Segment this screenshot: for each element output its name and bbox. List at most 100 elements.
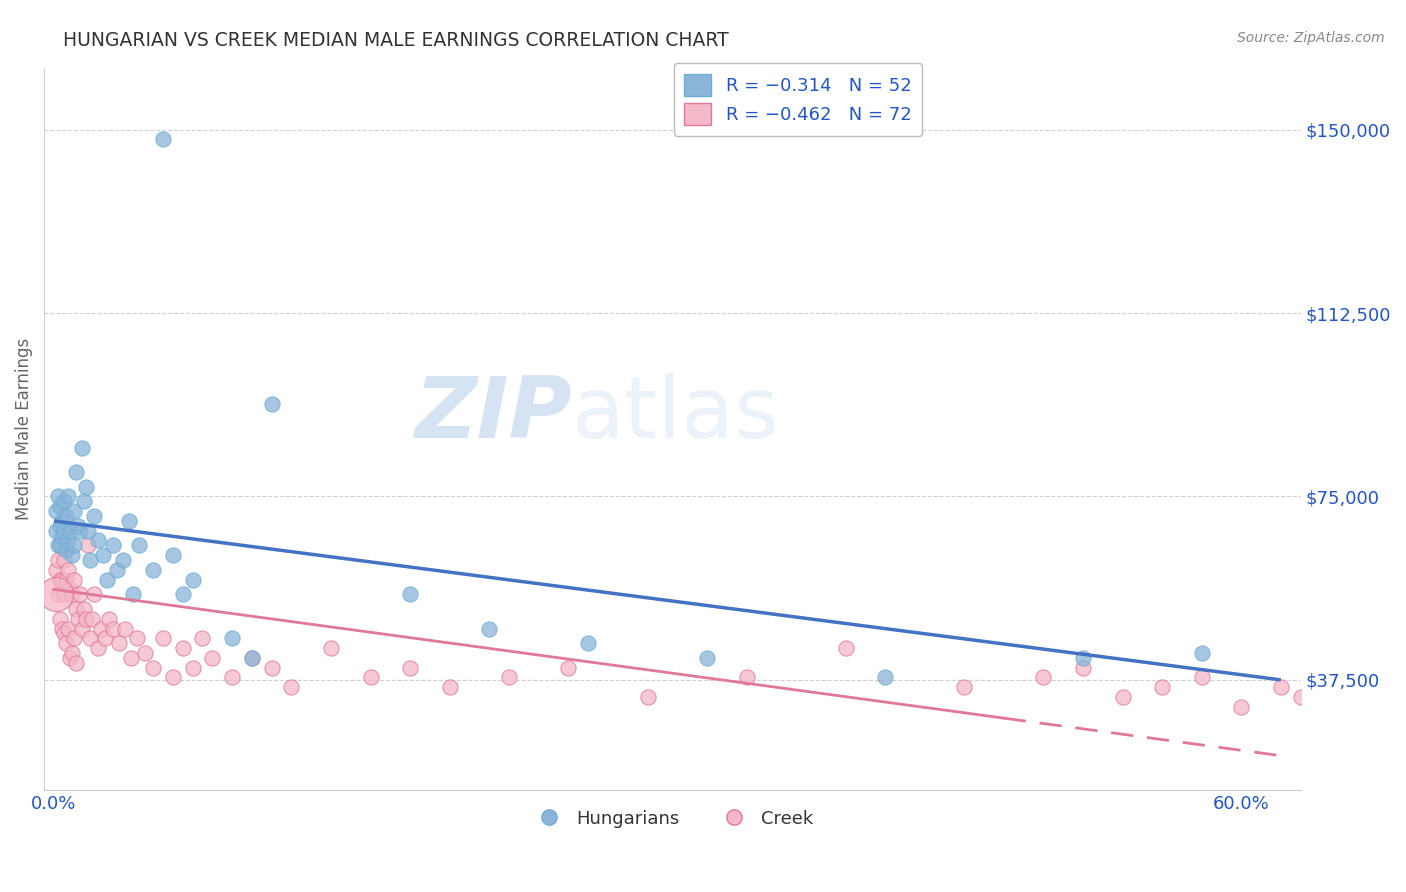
Point xyxy=(51,622,73,636)
Point xyxy=(103,622,125,636)
Point xyxy=(59,524,82,538)
Point xyxy=(46,587,69,601)
Point xyxy=(59,651,82,665)
Point xyxy=(45,524,67,538)
Point xyxy=(201,651,224,665)
Point xyxy=(59,582,82,597)
Point xyxy=(127,632,149,646)
Point xyxy=(360,670,382,684)
Point xyxy=(122,587,145,601)
Point xyxy=(834,641,856,656)
Point xyxy=(56,533,79,548)
Point xyxy=(46,553,69,567)
Point xyxy=(120,651,142,665)
Point xyxy=(51,538,73,552)
Point xyxy=(60,548,83,562)
Point xyxy=(51,528,73,542)
Point xyxy=(240,651,263,665)
Point xyxy=(52,524,75,538)
Point xyxy=(66,518,89,533)
Point xyxy=(86,533,108,548)
Point xyxy=(498,670,520,684)
Point xyxy=(181,573,204,587)
Point xyxy=(1071,651,1094,665)
Point xyxy=(49,500,72,514)
Point xyxy=(172,641,194,656)
Point xyxy=(49,518,72,533)
Point xyxy=(76,524,98,538)
Point xyxy=(73,602,96,616)
Point xyxy=(98,612,121,626)
Point xyxy=(93,548,115,562)
Point xyxy=(90,622,112,636)
Point xyxy=(240,651,263,665)
Point xyxy=(49,612,72,626)
Point xyxy=(162,548,184,562)
Point xyxy=(69,587,91,601)
Point xyxy=(45,587,67,601)
Point xyxy=(1032,670,1054,684)
Point xyxy=(52,494,75,508)
Point xyxy=(75,612,97,626)
Point xyxy=(152,632,174,646)
Point xyxy=(56,622,79,636)
Point xyxy=(56,490,79,504)
Point xyxy=(69,524,91,538)
Point xyxy=(478,622,501,636)
Point xyxy=(696,651,718,665)
Point xyxy=(1309,709,1331,723)
Point xyxy=(56,563,79,577)
Point xyxy=(66,612,89,626)
Point xyxy=(60,587,83,601)
Point xyxy=(260,660,283,674)
Point xyxy=(108,636,131,650)
Point xyxy=(94,632,117,646)
Point xyxy=(62,538,84,552)
Point xyxy=(45,563,67,577)
Point xyxy=(51,514,73,528)
Point xyxy=(55,509,77,524)
Point xyxy=(181,660,204,674)
Y-axis label: Median Male Earnings: Median Male Earnings xyxy=(15,338,32,520)
Point xyxy=(399,587,422,601)
Point xyxy=(1270,680,1292,694)
Point xyxy=(114,622,136,636)
Point xyxy=(735,670,758,684)
Point xyxy=(55,636,77,650)
Point xyxy=(1111,690,1133,704)
Point xyxy=(75,480,97,494)
Point xyxy=(70,441,93,455)
Point xyxy=(875,670,897,684)
Point xyxy=(1191,670,1213,684)
Point xyxy=(46,538,69,552)
Point xyxy=(221,632,243,646)
Legend: Hungarians, Creek: Hungarians, Creek xyxy=(524,803,821,835)
Point xyxy=(1071,660,1094,674)
Point xyxy=(70,622,93,636)
Point xyxy=(52,626,75,640)
Point xyxy=(172,587,194,601)
Point xyxy=(557,660,579,674)
Point xyxy=(637,690,659,704)
Point xyxy=(1191,646,1213,660)
Point xyxy=(60,646,83,660)
Point xyxy=(65,602,87,616)
Point xyxy=(55,573,77,587)
Point xyxy=(118,514,141,528)
Point xyxy=(86,641,108,656)
Point xyxy=(62,632,84,646)
Point xyxy=(62,504,84,518)
Point xyxy=(152,132,174,146)
Point xyxy=(73,494,96,508)
Point xyxy=(191,632,214,646)
Point xyxy=(1152,680,1174,694)
Point xyxy=(52,587,75,601)
Point xyxy=(65,465,87,479)
Text: atlas: atlas xyxy=(572,373,780,457)
Point xyxy=(319,641,342,656)
Point xyxy=(79,553,101,567)
Point xyxy=(142,563,165,577)
Point xyxy=(221,670,243,684)
Point xyxy=(162,670,184,684)
Point xyxy=(1230,699,1253,714)
